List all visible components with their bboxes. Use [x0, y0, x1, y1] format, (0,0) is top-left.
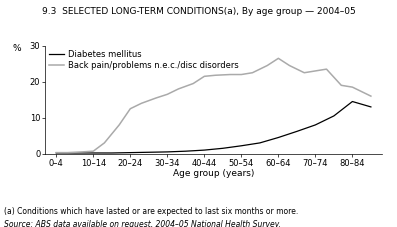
X-axis label: Age group (years): Age group (years) [173, 169, 254, 178]
Y-axis label: %: % [13, 44, 21, 53]
Text: Source: ABS data available on request, 2004–05 National Health Survey.: Source: ABS data available on request, 2… [4, 220, 281, 227]
Text: (a) Conditions which have lasted or are expected to last six months or more.: (a) Conditions which have lasted or are … [4, 207, 298, 216]
Legend: Diabetes mellitus, Back pain/problems n.e.c./disc disorders: Diabetes mellitus, Back pain/problems n.… [49, 50, 239, 69]
Text: 9.3  SELECTED LONG-TERM CONDITIONS(a), By age group — 2004–05: 9.3 SELECTED LONG-TERM CONDITIONS(a), By… [42, 7, 355, 16]
